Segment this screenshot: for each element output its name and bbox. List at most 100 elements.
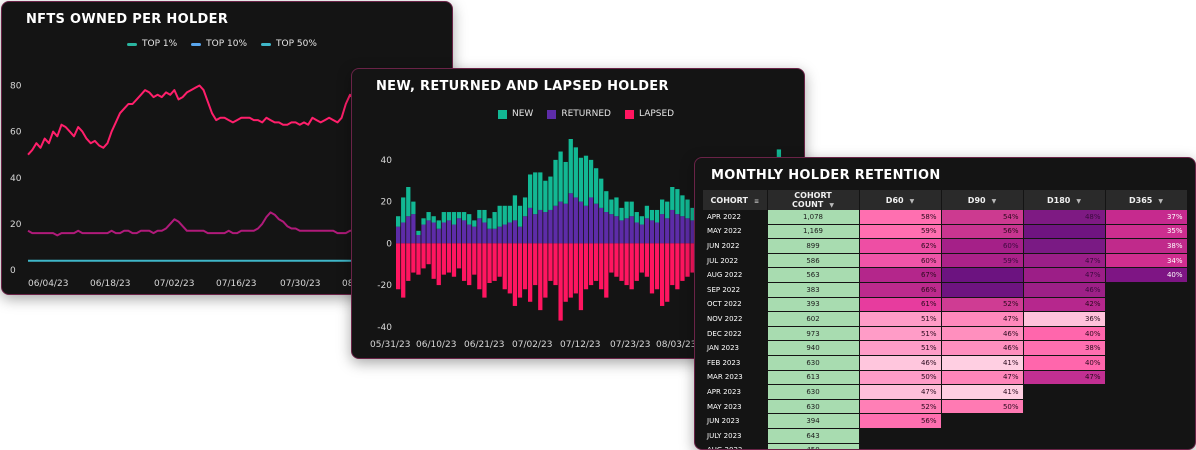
new-swatch	[498, 109, 507, 119]
bar-returned	[629, 216, 634, 244]
col-d90[interactable]: D90 ▼	[941, 190, 1024, 210]
cohort-count-cell: 563	[767, 267, 860, 283]
bar-new	[522, 197, 528, 217]
bar-lapsed	[588, 243, 594, 286]
col-cohort[interactable]: COHORT ≡	[703, 190, 768, 210]
legend-new-label: NEW	[512, 109, 534, 119]
legend-returned[interactable]: RETURNED	[547, 109, 611, 119]
col-cohort-count[interactable]: COHORT COUNT ▼	[767, 190, 860, 210]
cohort-cell: MAR 2023	[703, 370, 768, 386]
bar-lapsed	[675, 243, 680, 290]
y-tick-label: 0	[386, 239, 392, 249]
d90-cell	[941, 267, 1024, 283]
legend-top50[interactable]: TOP 50%	[261, 39, 317, 49]
bar-new	[426, 212, 431, 221]
bar-new	[629, 201, 634, 217]
bar-new	[578, 157, 584, 202]
col-d60[interactable]: D60 ▼	[859, 190, 942, 210]
cohort-count-cell: 1,078	[767, 210, 860, 225]
x-tick-label: 07/30/23	[280, 279, 320, 289]
bar-returned	[482, 222, 487, 244]
legend-top10[interactable]: TOP 10%	[191, 39, 247, 49]
bar-new	[482, 209, 487, 223]
d365-cell	[1105, 355, 1188, 371]
bar-returned	[675, 214, 680, 244]
bar-returned	[528, 207, 533, 244]
d365-cell: 35%	[1105, 224, 1188, 240]
bar-lapsed	[660, 243, 665, 306]
d365-cell	[1105, 384, 1188, 400]
cohort-count-cell: 450	[767, 443, 860, 449]
bar-returned	[578, 201, 584, 244]
table-row: MAY 2022 1,169 59% 56% 35%	[703, 224, 1188, 240]
y-tick-label: 40	[381, 156, 393, 166]
bar-lapsed	[401, 243, 406, 298]
x-tick-label: 07/23/23	[610, 340, 650, 350]
bar-returned	[416, 235, 421, 244]
bar-returned	[456, 218, 462, 244]
d60-cell: 67%	[859, 267, 942, 283]
bar-returned	[568, 193, 573, 244]
legend-new[interactable]: NEW	[498, 109, 533, 119]
legend-top1-label: TOP 1%	[142, 39, 178, 49]
cohort-cell: OCT 2022	[703, 297, 768, 313]
cohort-cell: AUG 2022	[703, 267, 768, 283]
caret-down-icon[interactable]: ▼	[991, 197, 997, 205]
bar-lapsed	[441, 243, 446, 275]
d60-cell: 47%	[859, 384, 942, 400]
d180-cell	[1023, 428, 1106, 444]
bar-returned	[451, 224, 457, 244]
caret-down-icon[interactable]: ▼	[829, 202, 834, 209]
bar-returned	[512, 220, 518, 244]
cohort-count-cell: 899	[767, 238, 860, 254]
bar-lapsed	[538, 243, 543, 311]
bar-new	[675, 189, 680, 215]
bar-lapsed	[543, 243, 548, 298]
d365-cell	[1105, 443, 1188, 449]
bar-returned	[487, 228, 492, 244]
table-row: JAN 2023 940 51% 46% 38%	[703, 340, 1188, 356]
col-d365[interactable]: D365 ▼	[1105, 190, 1188, 210]
col-d180[interactable]: D180 ▼	[1023, 190, 1106, 210]
cohort-count-cell: 602	[767, 311, 860, 327]
table-row: AUG 2022 563 67% 47% 40%	[703, 267, 1188, 283]
bar-new	[573, 147, 578, 198]
cohort-cell: APR 2022	[703, 210, 768, 225]
bar-new	[487, 218, 492, 229]
sort-lines-icon[interactable]: ≡	[753, 197, 759, 205]
d60-cell: 51%	[859, 311, 942, 327]
caret-down-icon[interactable]: ▼	[1158, 197, 1163, 205]
bar-new	[492, 212, 497, 229]
bar-lapsed	[431, 243, 436, 279]
d365-cell	[1105, 428, 1188, 444]
bar-new	[548, 176, 553, 210]
bar-new	[594, 168, 599, 204]
legend-lapsed[interactable]: LAPSED	[624, 109, 674, 119]
bar-new	[660, 199, 665, 215]
bar-lapsed	[583, 243, 589, 290]
retention-table: COHORT ≡ COHORT COUNT ▼ D60 ▼ D90 ▼ D180 ▼ D3…	[703, 190, 1188, 449]
legend-top10-label: TOP 10%	[206, 39, 248, 49]
cohort-count-cell: 630	[767, 384, 860, 400]
legend-top1[interactable]: TOP 1%	[127, 39, 177, 49]
bar-lapsed	[548, 243, 553, 281]
d365-cell	[1105, 311, 1188, 327]
cohort-cell: JULY 2023	[703, 428, 768, 444]
bar-returned	[624, 218, 629, 244]
caret-down-icon[interactable]: ▼	[909, 197, 915, 205]
bar-new	[644, 205, 650, 219]
d90-cell: 59%	[941, 253, 1024, 269]
bar-new	[568, 139, 573, 194]
bar-lapsed	[568, 243, 573, 298]
bar-lapsed	[624, 243, 629, 286]
cohort-count-cell: 393	[767, 297, 860, 313]
d60-cell: 46%	[859, 355, 942, 371]
d365-cell	[1105, 326, 1188, 342]
bar-new	[614, 197, 619, 217]
bar-new	[624, 201, 629, 219]
bar-new	[639, 216, 644, 225]
bar-lapsed	[507, 243, 512, 294]
bar-returned	[421, 224, 426, 244]
bar-lapsed	[604, 243, 609, 298]
caret-down-icon[interactable]: ▼	[1076, 197, 1081, 205]
